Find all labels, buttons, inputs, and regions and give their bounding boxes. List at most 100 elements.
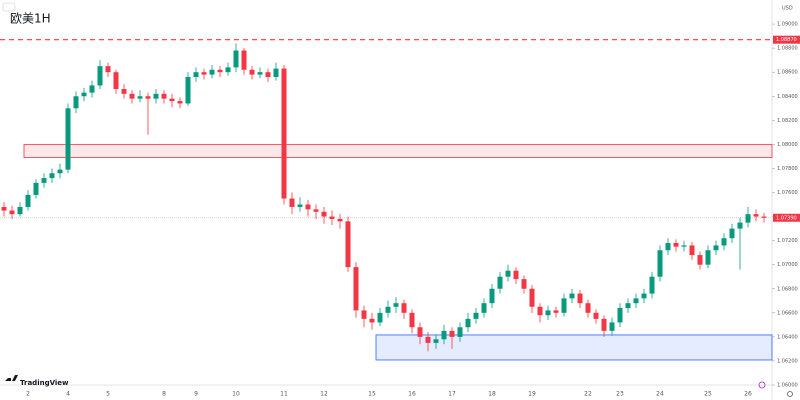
candle-body — [289, 198, 295, 207]
candle-body — [89, 85, 95, 93]
zone — [375, 334, 773, 361]
candle-body — [65, 108, 71, 170]
candle-body — [545, 310, 551, 316]
candle-body — [737, 222, 743, 229]
candle-body — [129, 93, 135, 99]
candle-body — [353, 267, 359, 311]
candle-body — [649, 276, 655, 294]
candle-body — [361, 310, 367, 319]
candle-body — [249, 69, 255, 75]
candle-body — [145, 96, 151, 99]
candle-body — [225, 67, 231, 73]
candle-body — [753, 214, 759, 217]
candle-body — [713, 245, 719, 251]
candle-body — [505, 270, 511, 277]
candle-body — [393, 303, 399, 307]
candle-body — [729, 228, 735, 239]
candle-body — [1, 206, 7, 211]
candle-body — [193, 72, 199, 77]
chart-title: 欧美1H — [10, 12, 51, 26]
candle-body — [337, 218, 343, 222]
candle-body — [105, 66, 111, 73]
x-tick-label: 18 — [488, 391, 496, 398]
candle-body — [689, 245, 695, 256]
x-tick-label: 15 — [368, 391, 376, 398]
candle-body — [561, 298, 567, 313]
y-tick-label: 1.06400 — [777, 334, 798, 340]
candle-body — [17, 206, 23, 215]
candle-body — [377, 312, 383, 323]
candle-body — [609, 322, 615, 331]
candle-body — [529, 288, 535, 307]
candle-body — [169, 98, 175, 102]
x-tick-label: 11 — [280, 391, 288, 398]
candle-body — [601, 318, 607, 331]
candle-body — [449, 330, 455, 337]
candle-body — [121, 89, 127, 94]
candle-body — [473, 312, 479, 319]
candle-body — [681, 245, 687, 247]
x-tick-label: 17 — [448, 391, 456, 398]
candle-body — [721, 238, 727, 246]
alert-label-bg — [773, 35, 800, 44]
candle-body — [345, 221, 351, 268]
candle-body — [673, 243, 679, 247]
candle-body — [521, 279, 527, 289]
event-marker[interactable] — [758, 381, 766, 389]
candle-body — [185, 77, 191, 104]
x-tick-label: 2 — [26, 391, 30, 398]
x-tick-label: 12 — [320, 391, 328, 398]
candle-body — [409, 312, 415, 328]
candle-body — [657, 250, 663, 277]
candle-body — [593, 312, 599, 319]
x-tick-label: 25 — [704, 391, 712, 398]
candle-body — [585, 303, 591, 313]
x-tick-label: 9 — [194, 391, 198, 398]
candle-body — [489, 288, 495, 304]
candle-body — [497, 276, 503, 289]
candle-body — [161, 93, 167, 99]
y-tick-label: 1.07200 — [777, 238, 798, 244]
candle-body — [73, 96, 79, 109]
candle-body — [641, 293, 647, 299]
candle-body — [265, 72, 271, 77]
candle-body — [705, 250, 711, 265]
x-tick-label: 8 — [162, 391, 166, 398]
candle-body — [537, 306, 543, 316]
brand: TradingView — [20, 379, 69, 387]
last-price-bg — [773, 213, 800, 222]
candle-body — [417, 327, 423, 337]
zone — [23, 143, 773, 159]
y-tick-label: 1.08000 — [777, 142, 798, 148]
candle-body — [745, 214, 751, 223]
candle-body — [329, 216, 335, 219]
candle-body — [633, 298, 639, 304]
x-tick-label: 22 — [584, 391, 592, 398]
currency: USD — [782, 6, 793, 12]
menu-button[interactable] — [2, 2, 16, 12]
y-tick-label: 1.06800 — [777, 286, 798, 292]
candle-body — [305, 204, 311, 210]
candle-body — [481, 303, 487, 313]
candle-body — [625, 303, 631, 308]
settings-button[interactable] — [787, 391, 793, 397]
candle-body — [257, 72, 263, 75]
candle-body — [697, 255, 703, 265]
candle-body — [761, 216, 767, 218]
candle-body — [297, 204, 303, 207]
candle-body — [577, 293, 583, 304]
y-tick-label: 1.07000 — [777, 262, 798, 268]
candle-body — [457, 327, 463, 337]
candle-body — [201, 72, 207, 75]
candle-body — [209, 69, 215, 75]
y-tick-label: 1.08200 — [777, 118, 798, 124]
x-tick-label: 10 — [232, 391, 240, 398]
candle-body — [33, 182, 39, 195]
candle-body — [25, 194, 31, 207]
candle-body — [401, 303, 407, 313]
candle-body — [465, 318, 471, 328]
last-price-label: 1.07390 — [776, 215, 797, 221]
candle-body — [321, 211, 327, 217]
candle-body — [665, 243, 671, 251]
